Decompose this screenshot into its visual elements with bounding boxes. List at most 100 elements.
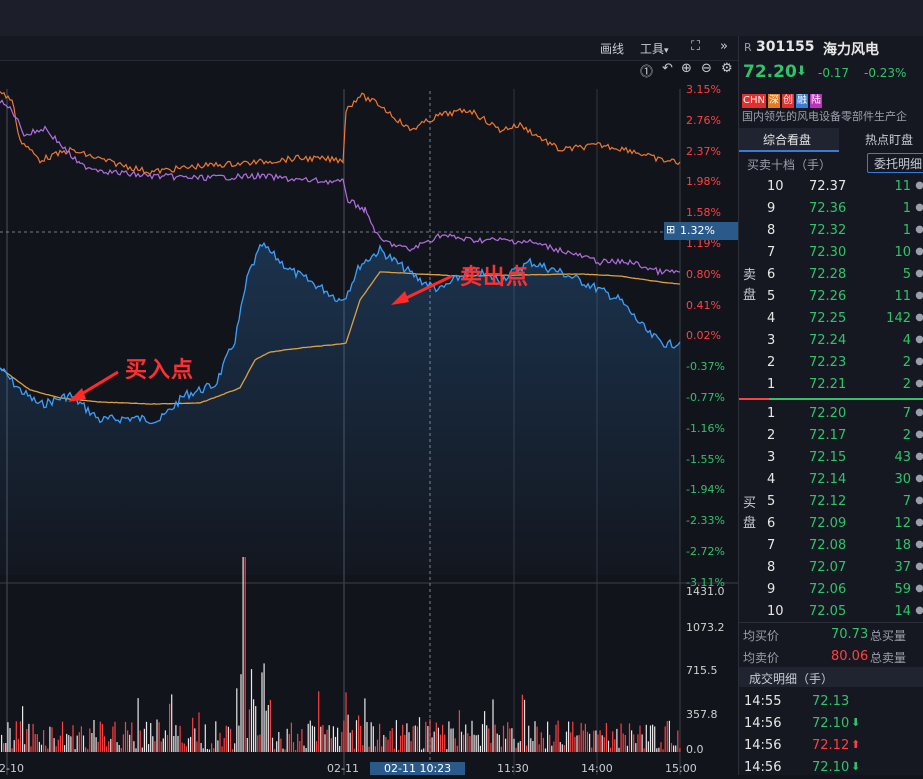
volume-bar [87,749,89,752]
orderbook-dot-icon: ● [915,605,923,616]
volume-bar [208,749,211,752]
volume-bar [612,731,614,752]
zoom-in-icon[interactable]: ⊕ [681,61,692,76]
volume-bar [465,724,467,752]
volume-bar [274,749,276,752]
tab-hot[interactable]: 热点盯盘 [839,128,923,150]
orderbook-row[interactable]: 1 72.20 7 ● [739,403,923,425]
volume-bar [3,743,5,752]
trade-time: 14:56 [744,716,782,731]
crosshair-value: 1.32% [680,224,715,237]
orderbook-row[interactable]: 10 72.05 14 ● [739,601,923,623]
volume-bar [610,747,612,752]
volume-bar [332,726,334,752]
volume-bar [490,742,492,752]
orderbook-row[interactable]: 5 72.12 7 ● [739,491,923,513]
volume-bar [358,715,360,752]
orderbook-row[interactable]: 1 72.21 2 ● [739,374,923,396]
settings-gear-icon[interactable]: ⚙ [721,61,733,76]
currency-icon[interactable]: ⓵ [640,65,654,80]
order-detail-button[interactable]: 委托明细 [867,153,923,173]
trade-time: 14:56 [744,738,782,753]
orderbook-row[interactable]: 7 72.08 18 ● [739,535,923,557]
volume-bar [565,731,568,752]
orderbook-row[interactable]: 3 72.15 43 ● [739,447,923,469]
orderbook-row[interactable]: 9 72.06 59 ● [739,579,923,601]
orderbook-row[interactable]: 8 72.07 37 ● [739,557,923,579]
volume-bar [591,747,593,752]
price-chart[interactable] [0,61,738,775]
volume-bar [349,732,351,752]
orderbook-volume: 59 [894,582,911,597]
orderbook-row[interactable]: 3 72.24 4 ● [739,330,923,352]
orderbook-row[interactable]: 4 72.14 30 ● [739,469,923,491]
orderbook-row[interactable]: 10 72.37 11 ● [739,176,923,198]
orderbook-level: 7 [767,245,776,260]
pct-tick-label: -1.94% [686,483,725,497]
volume-bar [366,722,368,752]
zoom-out-icon[interactable]: ⊖ [701,61,712,76]
orderbook-row[interactable]: 5 72.26 11 ● [739,286,923,308]
volume-bar [133,741,135,752]
orderbook-row[interactable]: 6 72.09 12 ● [739,513,923,535]
volume-bar [519,741,521,752]
orderbook-row[interactable]: 6 72.28 5 ● [739,264,923,286]
volume-bar [670,743,673,752]
trades-title: 成交明细（手） [749,672,834,686]
double-chevron-right-icon[interactable]: » [720,39,728,54]
volume-bar [66,733,68,752]
volume-bar [202,748,204,752]
volume-bar [34,734,36,752]
orderbook-dot-icon: ● [915,180,923,191]
volume-bar [654,726,656,752]
volume-bar [523,699,526,752]
orderbook-row[interactable]: 2 72.23 2 ● [739,352,923,374]
orderbook-price: 72.37 [809,179,847,194]
volume-bar [442,724,444,752]
orderbook-row[interactable]: 4 72.25 142 ● [739,308,923,330]
pct-tick-label: 0.41% [686,298,721,312]
volume-bar [647,741,649,752]
avg-sell-value: 80.06 [831,649,869,664]
volume-bar [408,732,410,752]
volume-bar [507,722,509,752]
orderbook-volume: 14 [894,604,911,619]
pct-tick-label: -1.16% [686,421,725,435]
fullscreen-icon[interactable]: ⛶ [691,39,701,54]
volume-bar [620,723,622,752]
volume-bar [435,722,437,752]
volume-bar [248,709,250,752]
orderbook-row[interactable]: 9 72.36 1 ● [739,198,923,220]
volume-bar [219,732,221,752]
pct-tick-label: -1.55% [686,452,725,466]
volume-bar [652,724,654,752]
tools-menu-button[interactable]: 工具▾ [640,40,669,57]
orderbook-dot-icon: ● [915,312,923,323]
orderbook-price: 72.12 [809,494,847,509]
volume-bar [538,744,540,752]
volume-bar [580,722,582,752]
volume-bar [171,694,173,752]
volume-bar [70,736,72,752]
volume-bar [458,710,460,752]
volume-bar [24,744,26,752]
volume-bar [120,748,122,752]
volume-bar [450,728,452,752]
undo-icon[interactable]: ↶ [662,61,673,76]
volume-tick-label: 357.8 [686,708,718,721]
orderbook-row[interactable]: 8 72.32 1 ● [739,220,923,242]
orderbook-row[interactable]: 7 72.30 10 ● [739,242,923,264]
volume-bar [91,733,93,752]
tab-overview[interactable]: 综合看盘 [739,128,839,152]
volume-bar [135,748,137,752]
sell-side-label: 卖盘 [743,268,757,303]
volume-bar [544,748,547,752]
volume-bar [599,730,601,752]
orderbook-volume: 11 [894,179,911,194]
volume-bar [561,744,563,752]
volume-bar [250,669,253,752]
draw-line-button[interactable]: 画线 [600,42,625,56]
orderbook-row[interactable]: 2 72.17 2 ● [739,425,923,447]
volume-bar [649,725,652,752]
pct-tick-label: 1.98% [686,175,721,189]
